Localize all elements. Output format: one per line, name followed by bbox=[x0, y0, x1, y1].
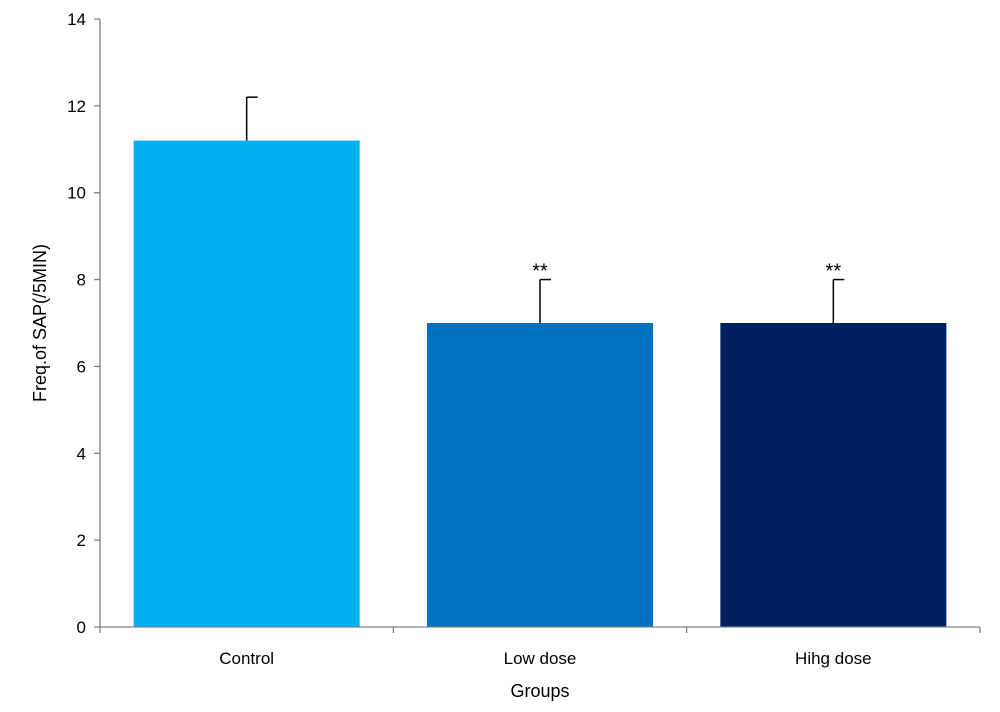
y-axis-ticks: 0 2 4 6 8 10 12 14 bbox=[67, 10, 981, 637]
y-tick-label: 6 bbox=[77, 357, 86, 376]
y-tick-label: 10 bbox=[67, 184, 86, 203]
x-axis-title: Groups bbox=[510, 681, 569, 701]
x-tick-label: Low dose bbox=[504, 649, 577, 668]
x-tick-label: Hihg dose bbox=[795, 649, 872, 668]
y-tick-label: 8 bbox=[77, 271, 86, 290]
significance-label: ** bbox=[826, 261, 842, 283]
bar bbox=[427, 323, 653, 627]
bars-group bbox=[133, 140, 947, 627]
error-bars-group bbox=[245, 96, 845, 323]
y-axis-title: Freq.of SAP(/5MIN) bbox=[30, 244, 50, 402]
x-axis-labels: Control Low dose Hihg dose bbox=[219, 649, 871, 668]
x-tick-label: Control bbox=[219, 649, 274, 668]
annotations-group: ** ** bbox=[532, 261, 841, 283]
y-tick-label: 0 bbox=[77, 618, 86, 637]
y-tick-label: 2 bbox=[77, 531, 86, 550]
bar bbox=[133, 140, 360, 627]
significance-label: ** bbox=[532, 261, 548, 283]
y-tick-label: 4 bbox=[77, 444, 86, 463]
bar bbox=[720, 323, 947, 627]
y-tick-label: 12 bbox=[67, 97, 86, 116]
y-tick-label: 14 bbox=[67, 10, 86, 29]
